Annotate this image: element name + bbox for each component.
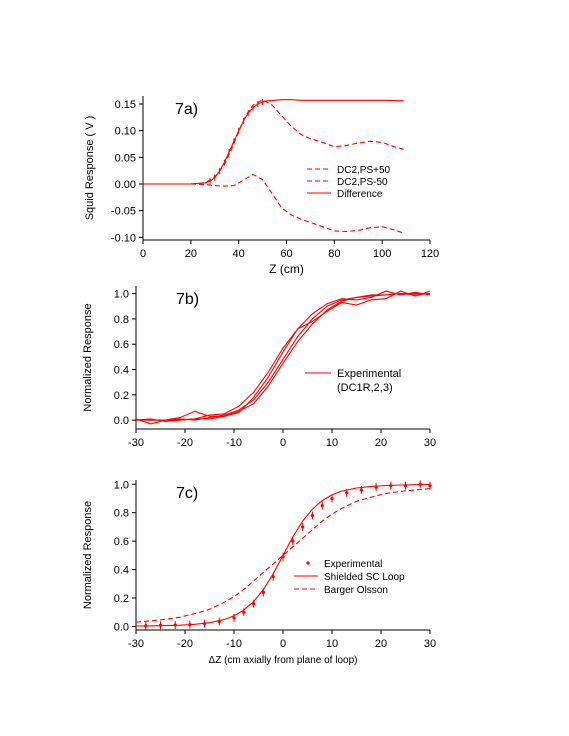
series-line-1	[136, 293, 431, 421]
legend-sublabel: (DC1R,2,3)	[337, 382, 393, 394]
data-point	[301, 525, 305, 529]
y-tick-label: -0.05	[111, 206, 136, 218]
y-tick-label: 1.0	[114, 289, 129, 301]
y-tick-label: 0.8	[114, 508, 129, 520]
y-tick-label: 0.2	[114, 593, 129, 605]
data-point	[291, 539, 295, 543]
legend-label: DC2,PS+50	[337, 165, 391, 176]
legend-label: Difference	[337, 189, 383, 200]
y-tick-label: 0.8	[114, 314, 129, 326]
y-axis-label: Squid Response ( V )	[84, 116, 96, 221]
x-tick-label: 120	[421, 248, 439, 260]
data-point	[232, 616, 236, 620]
y-tick-label: 0.6	[114, 339, 129, 351]
x-tick-label: 80	[328, 248, 340, 260]
panel-label: 7a)	[175, 101, 198, 118]
series-1	[144, 480, 432, 630]
legend-label: Shielded SC Loop	[324, 572, 405, 583]
x-tick-label: 30	[424, 638, 436, 650]
y-axis-label: Normalized Response	[82, 501, 94, 609]
series-line-3	[135, 290, 431, 422]
y-axis-label: Normalized Response	[82, 303, 94, 411]
data-point	[242, 610, 246, 614]
x-tick-label: -10	[226, 437, 242, 449]
y-tick-label: -0.10	[111, 232, 136, 244]
data-point	[359, 488, 363, 492]
data-point	[330, 496, 334, 501]
x-tick-label: -20	[177, 437, 193, 449]
x-tick-label: 100	[373, 248, 391, 260]
chart-panel-1: 0 20 40 60 80 100 120 -0.10 -0.05 0.00 0.05 0.10 0.1…	[84, 96, 439, 276]
x-tick-label: -30	[128, 437, 144, 449]
chart-panel-3: -30 -20 -10 0 10 20 30 0.0 0.2 0.4 0.6 0.8 1.0 7c) Nor…	[82, 479, 436, 666]
x-axis-label: ΔZ (cm axially from plane of loop)	[209, 655, 358, 666]
y-tick-label: 1.0	[114, 479, 129, 491]
legend-label: Barger Olsson	[324, 585, 388, 596]
y-tick-label: 0.0	[114, 415, 129, 427]
x-tick-label: 20	[185, 248, 197, 260]
y-tick-label: 0.4	[114, 365, 129, 377]
x-tick-label: -10	[226, 638, 242, 650]
panel-label: 7c)	[176, 485, 198, 502]
series-line-2	[135, 290, 431, 425]
x-tick-label: -30	[128, 638, 144, 650]
legend-label: Experimental	[337, 368, 401, 380]
y-tick-label: 0.6	[114, 536, 129, 548]
x-tick-label: 10	[326, 638, 338, 650]
y-tick-label: 0.00	[115, 179, 136, 191]
y-tick-label: 0.05	[115, 152, 136, 164]
x-tick-label: -20	[177, 638, 193, 650]
data-point	[320, 503, 324, 508]
legend-label: DC2,PS-50	[337, 177, 388, 188]
x-tick-label: 20	[375, 437, 387, 449]
x-tick-label: 60	[280, 248, 292, 260]
series-line-2	[135, 483, 431, 627]
panel-label: 7b)	[176, 291, 199, 308]
y-tick-label: 0.15	[115, 99, 136, 111]
legend: Experimental (DC1R,2,3)	[305, 368, 401, 394]
x-tick-label: 40	[233, 248, 245, 260]
x-tick-label: 0	[140, 248, 146, 260]
y-tick-label: 0.0	[114, 621, 129, 633]
data-point	[345, 491, 349, 495]
series-line-4	[136, 293, 430, 421]
series-line-3	[135, 487, 431, 623]
x-tick-label: 20	[375, 638, 387, 650]
series-line-2	[143, 173, 404, 234]
data-point	[310, 513, 314, 518]
x-tick-label: 30	[424, 437, 436, 449]
x-tick-label: 10	[326, 437, 338, 449]
legend-label: Experimental	[324, 559, 382, 570]
legend: Experimental Shielded SC Loop Barger Olsso…	[294, 559, 405, 596]
x-tick-label: 0	[280, 638, 286, 650]
x-axis-label: Z (cm)	[269, 262, 304, 276]
y-tick-label: 0.4	[114, 565, 129, 577]
y-tick-label: 0.2	[114, 390, 129, 402]
legend-swatch	[306, 561, 310, 565]
y-tick-label: 0.10	[115, 126, 136, 138]
x-tick-label: 0	[280, 437, 286, 449]
data-point	[261, 590, 265, 594]
chart-panel-2: -30 -20 -10 0 10 20 30 0.0 0.2 0.4 0.6 0.8 1.0 7b) Nor…	[82, 286, 436, 449]
